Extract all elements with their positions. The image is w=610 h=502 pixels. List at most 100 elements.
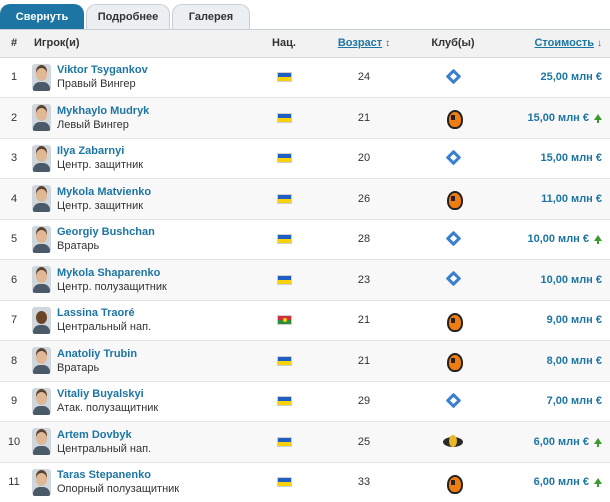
tab-gallery[interactable]: Галерея [172,4,250,30]
player-name-link[interactable]: Mykhaylo Mudryk [57,104,150,117]
shakhtar-crest-icon[interactable] [446,190,463,211]
player-name-link[interactable]: Vitaliy Buyalskyi [57,388,144,401]
player-photo[interactable] [32,468,51,496]
player-cell: Mykola Shaparenko Центр. полузащитник [28,259,256,301]
market-value-link[interactable]: 9,00 млн € [546,314,602,327]
nationality-cell [256,340,312,382]
ukraine-flag-icon [276,274,292,285]
player-photo[interactable] [32,428,51,456]
nationality-cell [256,259,312,301]
market-value-cell: 6,00 млн € [490,421,610,463]
player-photo[interactable] [32,306,51,334]
table-row: 9 Vitaliy Buyalskyi Атак. полузащитник 29 7,… [0,381,610,422]
player-position: Центр. защитник [57,199,144,212]
player-name-link[interactable]: Viktor Tsygankov [57,64,148,77]
dynamo-crest-icon[interactable] [447,69,460,86]
club-cell [416,300,490,341]
player-cell: Ilya Zabarnyi Центр. защитник [28,138,256,179]
table-header-row: # Игрок(и) Нац. Возраст ↕ Клуб(ы) Стоимос… [0,30,610,58]
player-name-link[interactable]: Anatoliy Trubin [57,347,138,360]
tab-details[interactable]: Подробнее [86,4,170,30]
market-value-link[interactable]: 8,00 млн € [546,354,602,367]
sort-age-link[interactable]: Возраст [337,37,383,50]
player-name-link[interactable]: Taras Stepanenko [57,469,151,482]
column-header-age[interactable]: Возраст ↕ [312,30,416,58]
player-photo[interactable] [32,104,51,132]
player-photo[interactable] [32,144,51,172]
market-value-cell: 11,00 млн € [490,178,610,220]
dynamo-crest-icon[interactable] [447,393,460,410]
market-value-cell: 10,00 млн € [490,219,610,260]
age-cell: 23 [312,259,416,301]
down-arrow-icon[interactable]: ↓ [597,38,602,50]
player-name-link[interactable]: Artem Dovbyk [57,428,132,441]
trend-up-arrow-icon [594,235,602,245]
column-header-value[interactable]: Стоимость ↓ [490,30,610,58]
player-name-link[interactable]: Lassina Traoré [57,307,135,320]
player-name-link[interactable]: Ilya Zabarnyi [57,145,125,158]
nationality-cell [256,97,312,139]
market-value-link[interactable]: 10,00 млн € [527,233,589,246]
player-photo[interactable] [32,63,51,91]
player-cell: Georgiy Bushchan Вратарь [28,219,256,260]
dynamo-crest-icon[interactable] [447,231,460,248]
market-value-link[interactable]: 7,00 млн € [546,395,602,408]
market-value-link[interactable]: 6,00 млн € [533,476,589,489]
player-photo[interactable] [32,185,51,213]
market-value-link[interactable]: 10,00 млн € [540,273,602,286]
ukraine-flag-icon [276,436,292,447]
market-value-link[interactable]: 15,00 млн € [540,152,602,165]
market-value-cell: 6,00 млн € [490,462,610,502]
market-value-link[interactable]: 6,00 млн € [533,435,589,448]
column-header-club: Клуб(ы) [416,30,490,58]
player-name-link[interactable]: Georgiy Bushchan [57,226,155,239]
table-row: 2 Mykhaylo Mudryk Левый Вингер 21 15,00 млн … [0,97,610,139]
trend-up-arrow-icon [594,478,602,488]
table-row: 6 Mykola Shaparenko Центр. полузащитник 23 1… [0,259,610,301]
player-photo[interactable] [32,266,51,294]
row-number: 8 [0,340,28,382]
tab-collapse[interactable]: Свернуть [0,4,84,30]
age-cell: 26 [312,178,416,220]
updown-arrow-icon[interactable]: ↕ [385,38,391,50]
shakhtar-crest-icon[interactable] [446,312,463,332]
dnipro-crest-icon[interactable] [443,434,463,449]
player-cell: Viktor Tsygankov Правый Вингер [28,57,256,98]
tab-divider [0,29,610,30]
player-cell: Mykhaylo Mudryk Левый Вингер [28,97,256,139]
ukraine-flag-icon [276,72,292,83]
row-number: 4 [0,178,28,220]
players-table: # Игрок(и) Нац. Возраст ↕ Клуб(ы) Стоимос… [0,30,610,502]
player-name-link[interactable]: Mykola Matvienko [57,185,152,198]
row-number: 5 [0,219,28,260]
shakhtar-crest-icon[interactable] [446,109,463,130]
dynamo-crest-icon[interactable] [447,271,460,288]
dynamo-crest-icon[interactable] [447,150,460,167]
market-value-cell: 15,00 млн € [490,97,610,139]
age-cell: 33 [312,462,416,502]
age-cell: 29 [312,381,416,422]
market-value-link[interactable]: 11,00 млн € [541,192,602,205]
market-value-link[interactable]: 25,00 млн € [540,71,602,84]
column-header-nationality: Нац. [256,30,312,58]
club-cell [416,97,490,139]
ukraine-flag-icon [276,396,292,407]
player-photo[interactable] [32,387,51,415]
trend-up-arrow-icon [594,113,602,123]
table-row: 10 Artem Dovbyk Центральный нап. 25 6,00 млн… [0,421,610,463]
age-cell: 28 [312,219,416,260]
shakhtar-crest-icon[interactable] [446,474,463,494]
market-value-link[interactable]: 15,00 млн € [527,111,589,124]
nationality-cell [256,178,312,220]
tab-bar: Свернуть Подробнее Галерея [0,0,610,30]
table-row: 7 Lassina Traoré Центральный нап. 21 9,00 мл… [0,300,610,341]
sort-value-link[interactable]: Стоимость [534,37,594,50]
player-photo[interactable] [32,347,51,375]
player-name-link[interactable]: Mykola Shaparenko [57,266,161,279]
club-cell [416,421,490,463]
club-cell [416,259,490,301]
ukraine-flag-icon [276,193,292,204]
market-value-cell: 10,00 млн € [490,259,610,301]
player-photo[interactable] [32,225,51,253]
shakhtar-crest-icon[interactable] [446,352,463,373]
